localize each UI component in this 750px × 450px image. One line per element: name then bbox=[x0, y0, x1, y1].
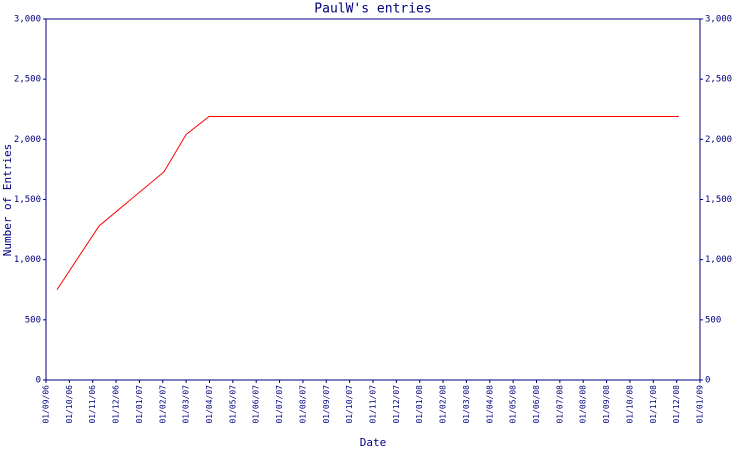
x-tick-label: 01/02/07 bbox=[158, 385, 167, 424]
x-tick-label: 01/04/07 bbox=[205, 385, 214, 424]
y2-tick-label: 2,500 bbox=[705, 75, 732, 85]
x-tick-label: 01/08/08 bbox=[579, 385, 588, 424]
x-tick-label: 01/03/08 bbox=[462, 385, 471, 424]
x-tick-label: 01/01/07 bbox=[135, 385, 144, 424]
x-tick-label: 01/09/06 bbox=[42, 385, 51, 424]
x-tick-label: 01/10/06 bbox=[65, 385, 74, 424]
x-tick-label: 01/01/09 bbox=[696, 385, 705, 424]
x-tick-label: 01/12/06 bbox=[112, 385, 121, 424]
chart-title: PaulW's entries bbox=[314, 2, 431, 17]
y-tick-label: 2,500 bbox=[14, 75, 41, 85]
y2-tick-label: 0 bbox=[705, 376, 710, 386]
x-tick-label: 01/07/08 bbox=[555, 385, 564, 424]
y-tick-label: 0 bbox=[36, 376, 41, 386]
y2-tick-label: 1,500 bbox=[705, 195, 732, 205]
y-tick-label: 500 bbox=[25, 315, 41, 325]
x-tick-label: 01/04/08 bbox=[485, 385, 494, 424]
y2-tick-label: 2,000 bbox=[705, 135, 732, 145]
x-tick-label: 01/08/07 bbox=[298, 385, 307, 424]
x-tick-label: 01/03/07 bbox=[182, 385, 191, 424]
x-tick-label: 01/09/07 bbox=[322, 385, 331, 424]
x-axis-label: Date bbox=[360, 436, 387, 449]
data-line bbox=[56, 115, 679, 291]
y2-tick-label: 500 bbox=[705, 315, 721, 325]
x-tick-label: 01/07/07 bbox=[275, 385, 284, 424]
x-tick-label: 01/05/08 bbox=[509, 385, 518, 424]
x-tick-label: 01/01/08 bbox=[415, 385, 424, 424]
x-tick-label: 01/11/08 bbox=[649, 385, 658, 424]
x-tick-label: 01/10/08 bbox=[625, 385, 634, 424]
y-axis-label: Number of Entries bbox=[1, 144, 14, 257]
y-tick-label: 1,500 bbox=[14, 195, 41, 205]
x-tick-label: 01/12/08 bbox=[672, 385, 681, 424]
y-tick-label: 1,000 bbox=[14, 255, 41, 265]
plot-frame bbox=[45, 18, 701, 381]
x-tick-label: 01/06/08 bbox=[532, 385, 541, 424]
y2-tick-label: 1,000 bbox=[705, 255, 732, 265]
x-tick-label: 01/05/07 bbox=[228, 385, 237, 424]
x-tick-label: 01/10/07 bbox=[345, 385, 354, 424]
x-tick-label: 01/06/07 bbox=[252, 385, 261, 424]
x-tick-label: 01/02/08 bbox=[439, 385, 448, 424]
y-tick-label: 2,000 bbox=[14, 135, 41, 145]
x-tick-label: 01/11/06 bbox=[88, 385, 97, 424]
y-tick-label: 3,000 bbox=[14, 15, 41, 25]
x-tick-label: 01/12/07 bbox=[392, 385, 401, 424]
x-tick-label: 01/11/07 bbox=[369, 385, 378, 424]
y2-tick-label: 3,000 bbox=[705, 15, 732, 25]
x-tick-label: 01/09/08 bbox=[602, 385, 611, 424]
